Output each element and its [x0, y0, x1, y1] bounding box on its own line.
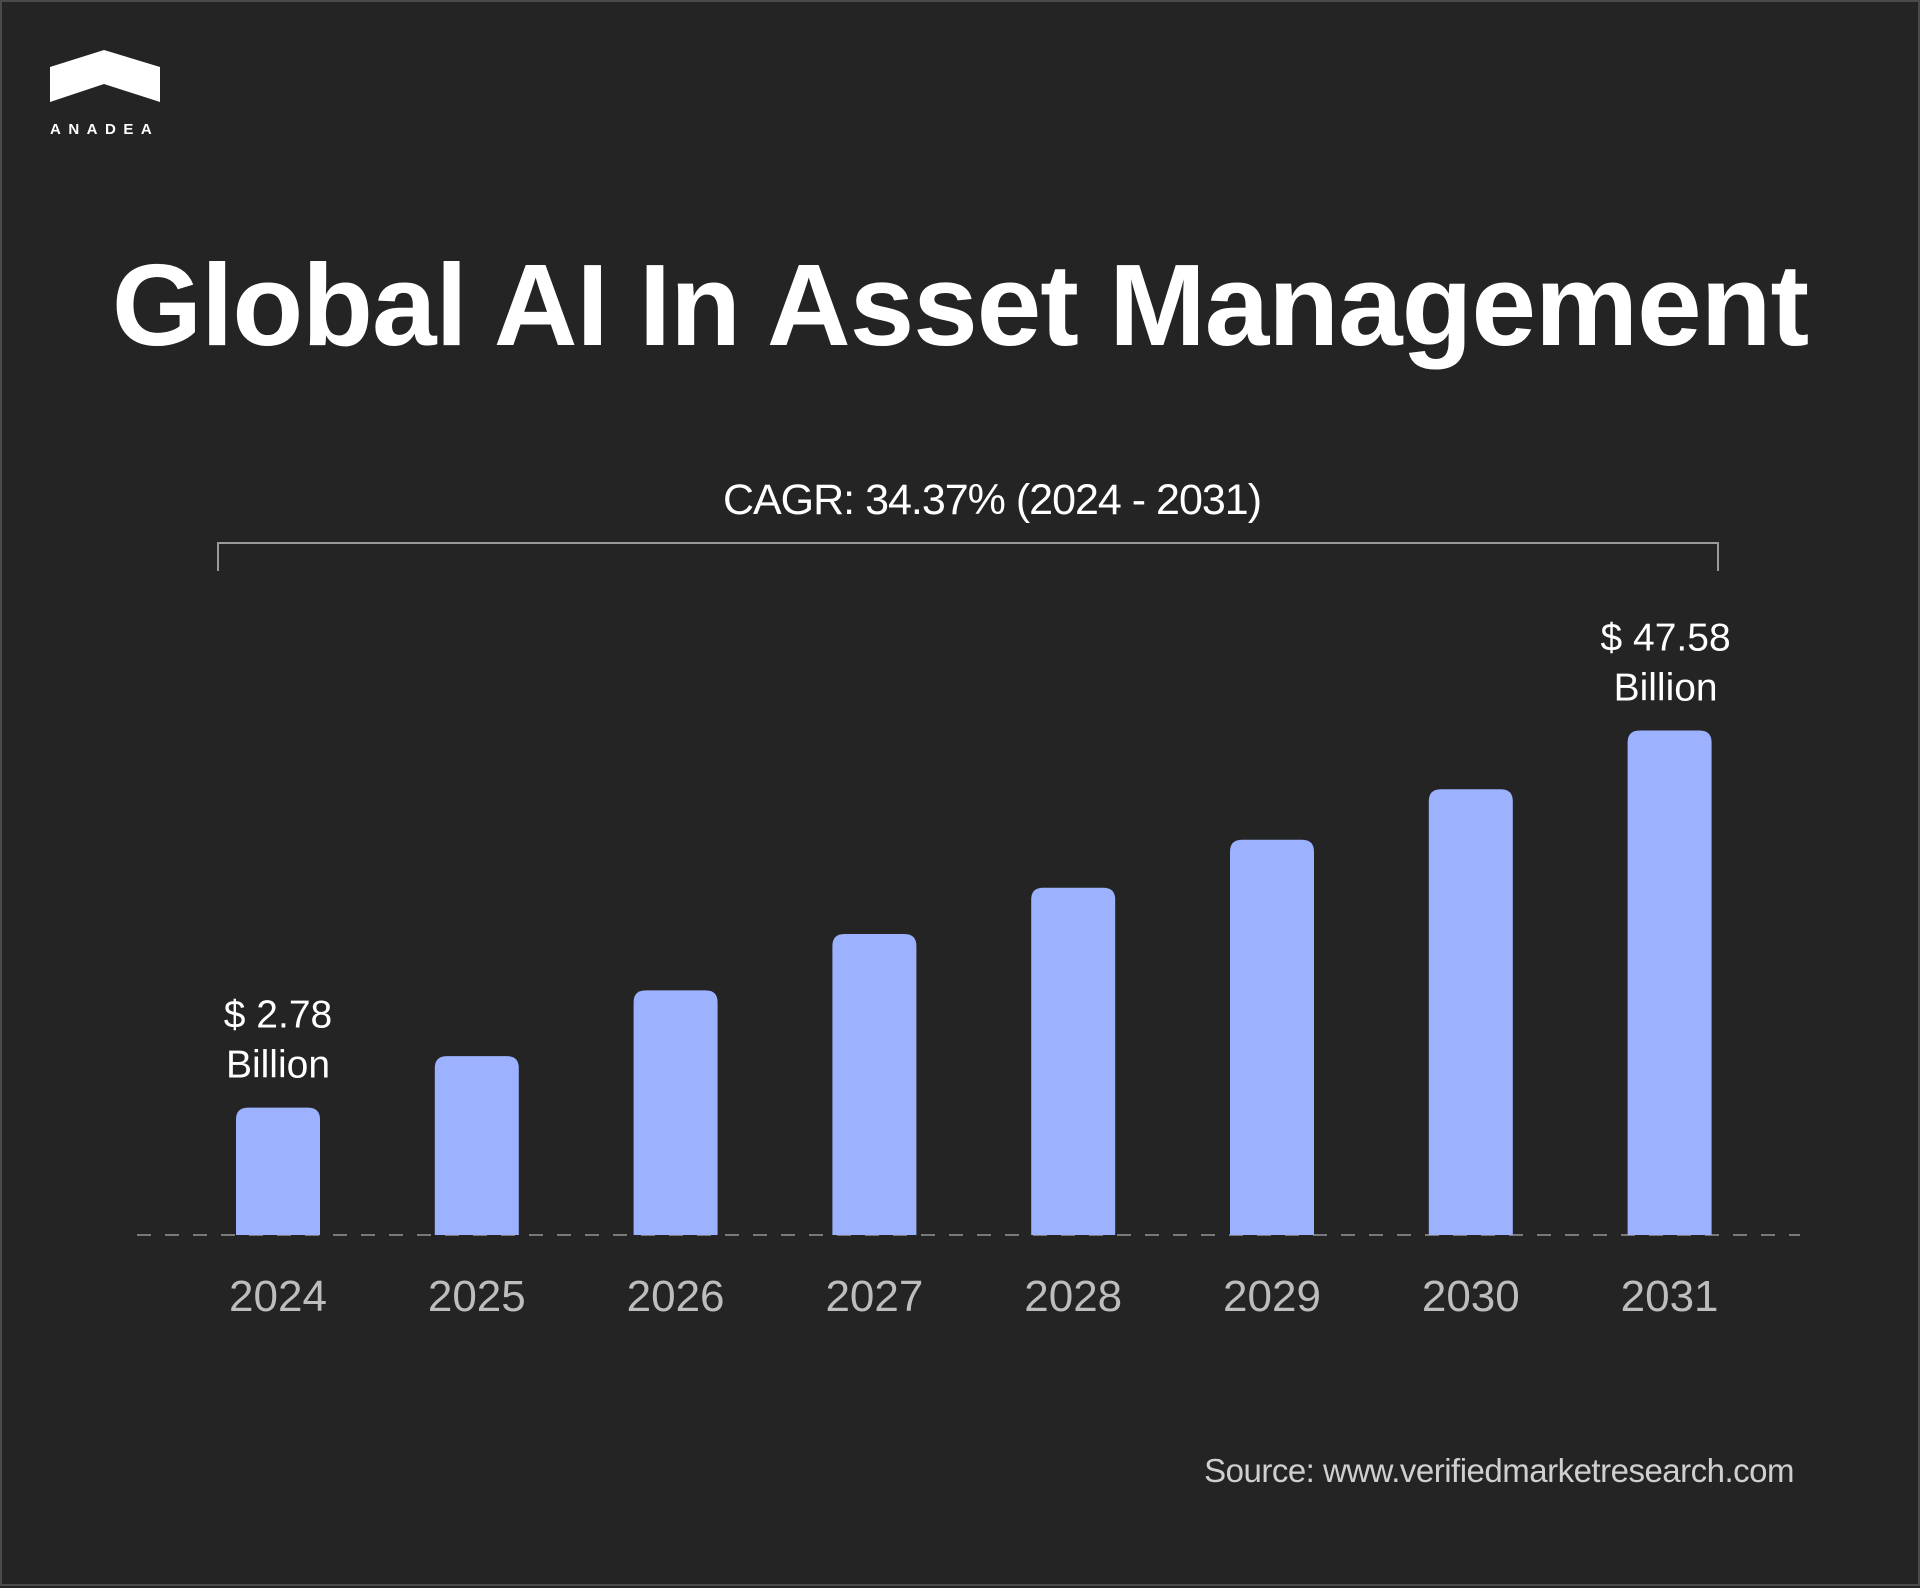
brand-name: ANADEA: [50, 121, 160, 138]
bar-2026: [633, 990, 718, 1235]
bar-2024: [236, 1107, 320, 1235]
chevron-roof-icon: [50, 50, 160, 102]
data-label-2024-line2: Billion: [226, 1044, 330, 1087]
chart-title: Global AI In Asset Management: [111, 240, 1809, 370]
x-tick-label: 2029: [1223, 1272, 1321, 1321]
data-label-2031-line2: Billion: [1614, 666, 1718, 709]
x-tick-label: 2024: [229, 1272, 327, 1321]
bar-2027: [832, 934, 917, 1235]
data-label-2024-line1: $ 2.78: [224, 994, 332, 1037]
cagr-annotation: CAGR: 34.37% (2024 - 2031): [722, 476, 1262, 524]
x-tick-label: 2028: [1024, 1272, 1122, 1321]
bar-2029: [1230, 839, 1314, 1235]
x-tick-label: 2026: [627, 1272, 725, 1321]
bar-2025: [434, 1056, 519, 1235]
source-credit: Source: www.verifiedmarketresearch.com: [1204, 1452, 1794, 1489]
x-tick-label: 2031: [1621, 1272, 1719, 1321]
data-label-2031-line1: $ 47.58: [1601, 616, 1731, 659]
bar-2028: [1031, 887, 1116, 1235]
x-tick-label: 2025: [428, 1272, 526, 1321]
x-tick-label: 2027: [825, 1272, 923, 1321]
anadea-logo: [50, 50, 160, 102]
cagr-bracket: [217, 542, 1719, 571]
bar-2031: [1627, 730, 1712, 1235]
bar-2030: [1428, 789, 1513, 1235]
x-tick-label: 2030: [1422, 1272, 1520, 1321]
